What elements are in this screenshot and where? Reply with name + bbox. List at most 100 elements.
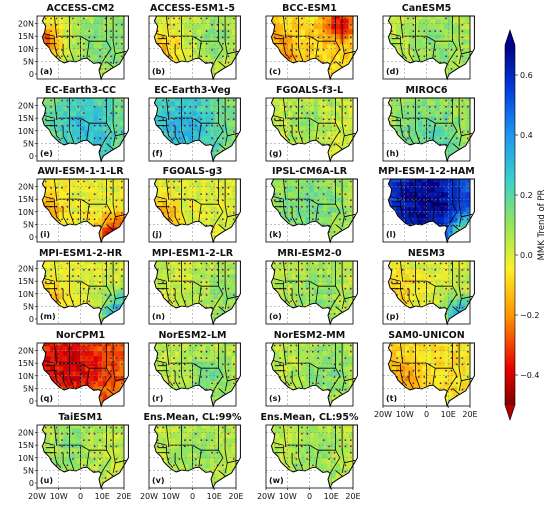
heat-cell bbox=[400, 16, 406, 20]
heat-cell bbox=[309, 211, 315, 218]
heat-cell bbox=[396, 120, 402, 127]
heat-cell bbox=[119, 48, 125, 55]
heat-cell bbox=[227, 201, 233, 208]
heat-cell bbox=[292, 98, 298, 102]
heat-cell bbox=[305, 43, 311, 50]
heat-cell bbox=[196, 273, 202, 280]
significance-dot bbox=[333, 124, 336, 127]
significance-dot bbox=[290, 49, 292, 51]
heat-cell bbox=[218, 58, 224, 65]
significance-dot bbox=[93, 193, 96, 196]
heat-cell bbox=[119, 283, 125, 290]
heat-cell bbox=[452, 125, 458, 132]
heat-cell bbox=[54, 268, 60, 275]
significance-dot bbox=[396, 193, 398, 196]
heat-cell bbox=[175, 43, 181, 50]
heat-cell bbox=[400, 100, 406, 107]
heat-cell bbox=[271, 196, 276, 203]
heat-cell bbox=[409, 201, 415, 208]
heat-cell bbox=[313, 100, 319, 107]
significance-dot bbox=[173, 199, 175, 202]
heat-cell bbox=[115, 130, 121, 137]
heat-cell bbox=[166, 23, 172, 30]
heat-cell bbox=[196, 293, 202, 300]
significance-dot bbox=[120, 268, 123, 271]
significance-dot bbox=[333, 42, 336, 45]
heat-cell bbox=[170, 263, 176, 270]
heat-cell bbox=[162, 186, 168, 193]
heat-cell bbox=[231, 196, 237, 203]
heat-cell bbox=[300, 125, 306, 132]
heat-cell bbox=[209, 98, 215, 102]
heat-cell bbox=[313, 43, 319, 50]
heat-cell bbox=[80, 273, 86, 280]
significance-dot bbox=[88, 199, 91, 202]
heat-cell bbox=[71, 16, 77, 20]
heat-cell bbox=[218, 110, 224, 117]
heat-cell bbox=[102, 33, 108, 40]
significance-dot bbox=[173, 137, 175, 140]
significance-dot bbox=[333, 143, 336, 146]
significance-dot bbox=[167, 186, 170, 189]
heat-cell bbox=[287, 23, 293, 30]
heat-cell bbox=[93, 221, 99, 228]
significance-dot bbox=[110, 186, 112, 189]
heat-cell bbox=[465, 186, 471, 193]
significance-dot bbox=[418, 186, 420, 189]
heat-cell bbox=[58, 211, 64, 218]
heat-cell bbox=[439, 221, 445, 228]
heat-cell bbox=[452, 115, 458, 122]
heat-cell bbox=[179, 48, 185, 55]
heat-cell bbox=[58, 23, 64, 30]
panel-frame bbox=[382, 97, 471, 162]
heat-cell bbox=[54, 206, 60, 213]
heat-cell bbox=[170, 191, 176, 198]
heat-cell bbox=[222, 135, 228, 142]
heat-cell bbox=[461, 18, 467, 25]
heat-cell bbox=[201, 211, 207, 218]
heat-cell bbox=[388, 18, 393, 25]
heat-cell bbox=[50, 125, 55, 132]
heat-cell bbox=[188, 105, 194, 112]
heat-cell bbox=[192, 268, 198, 275]
heat-cell bbox=[76, 298, 82, 305]
heat-cell bbox=[162, 110, 168, 117]
heat-cell bbox=[50, 105, 55, 112]
heat-cell bbox=[300, 110, 306, 117]
heat-cell bbox=[115, 211, 121, 218]
heat-cell bbox=[106, 186, 112, 193]
heat-cell bbox=[89, 273, 95, 280]
country-border bbox=[44, 115, 55, 119]
heat-cell bbox=[287, 179, 293, 183]
significance-dot bbox=[390, 199, 393, 202]
heat-cell bbox=[170, 186, 176, 193]
significance-dot bbox=[77, 262, 80, 265]
heat-cell bbox=[417, 211, 423, 218]
heat-cell bbox=[231, 18, 237, 25]
heat-cell bbox=[209, 196, 215, 203]
heat-cell bbox=[422, 125, 428, 132]
country-border bbox=[86, 123, 90, 141]
heat-cell bbox=[231, 43, 237, 50]
significance-dot bbox=[412, 205, 415, 208]
heat-cell bbox=[456, 125, 462, 132]
heat-cell bbox=[80, 105, 86, 112]
country-border bbox=[341, 16, 345, 64]
heat-cell bbox=[283, 110, 289, 117]
significance-dot bbox=[50, 281, 52, 284]
significance-dot bbox=[466, 137, 469, 140]
heat-cell bbox=[196, 130, 202, 137]
heat-cell bbox=[430, 98, 436, 102]
significance-dot bbox=[232, 212, 235, 214]
heat-cell bbox=[84, 125, 90, 132]
heat-cell bbox=[205, 268, 211, 275]
heat-cell bbox=[443, 130, 449, 137]
heat-cell bbox=[227, 179, 233, 183]
heat-cell bbox=[54, 288, 60, 295]
heat-cell bbox=[452, 179, 458, 183]
heat-cell bbox=[205, 58, 211, 65]
heat-cell bbox=[115, 23, 121, 30]
heat-cell bbox=[50, 100, 55, 107]
heat-cell bbox=[119, 23, 125, 30]
heat-cell bbox=[396, 179, 402, 183]
